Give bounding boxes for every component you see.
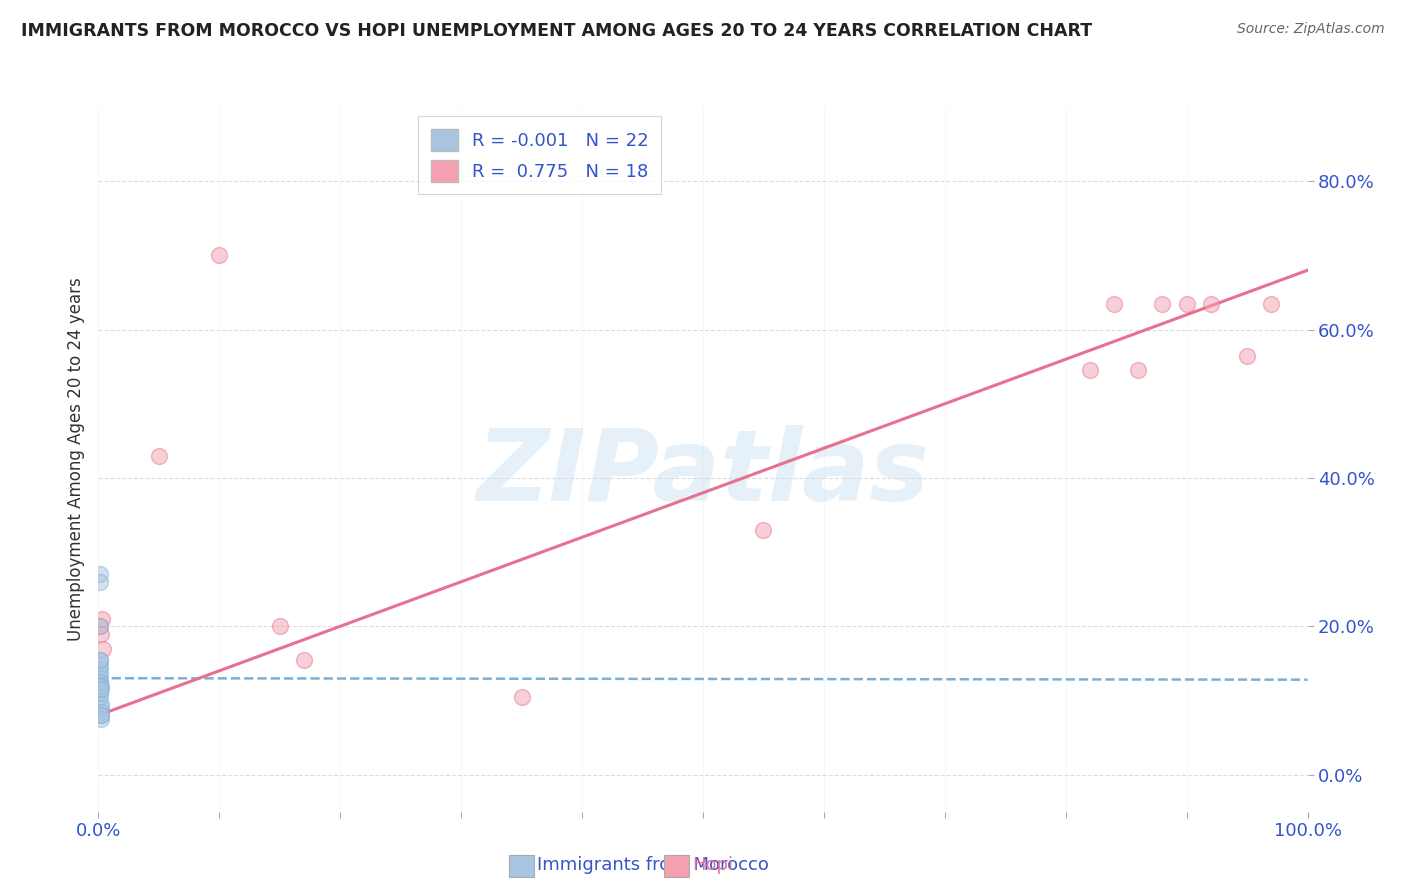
Point xyxy=(292,653,315,667)
Point xyxy=(89,682,111,697)
Point xyxy=(89,574,111,589)
Point xyxy=(90,708,112,723)
Point xyxy=(89,653,111,667)
Text: IMMIGRANTS FROM MOROCCO VS HOPI UNEMPLOYMENT AMONG AGES 20 TO 24 YEARS CORRELATI: IMMIGRANTS FROM MOROCCO VS HOPI UNEMPLOY… xyxy=(21,22,1092,40)
Point xyxy=(752,523,775,537)
Point xyxy=(1260,296,1282,310)
Point xyxy=(89,690,111,704)
Point xyxy=(90,626,112,640)
Point xyxy=(1102,296,1125,310)
Legend: R = -0.001   N = 22, R =  0.775   N = 18: R = -0.001 N = 22, R = 0.775 N = 18 xyxy=(418,116,661,194)
Text: ZIPatlas: ZIPatlas xyxy=(477,425,929,522)
Point xyxy=(89,662,111,676)
Text: Immigrants from Morocco: Immigrants from Morocco xyxy=(537,856,769,874)
Point xyxy=(91,641,114,656)
Point xyxy=(148,449,170,463)
Point xyxy=(90,712,112,726)
Point xyxy=(269,619,291,633)
Point xyxy=(90,697,112,711)
Text: Source: ZipAtlas.com: Source: ZipAtlas.com xyxy=(1237,22,1385,37)
Point xyxy=(89,653,111,667)
Point xyxy=(90,708,112,723)
Point xyxy=(89,567,111,582)
Point xyxy=(90,701,112,715)
Point xyxy=(1078,363,1101,377)
Point xyxy=(89,686,111,700)
Point xyxy=(1152,296,1174,310)
Point xyxy=(89,674,111,689)
Point xyxy=(1199,296,1222,310)
Point xyxy=(208,248,231,262)
Point xyxy=(90,682,112,697)
Point xyxy=(89,671,111,685)
Point xyxy=(1175,296,1198,310)
Y-axis label: Unemployment Among Ages 20 to 24 years: Unemployment Among Ages 20 to 24 years xyxy=(66,277,84,641)
Text: Hopi: Hopi xyxy=(692,856,733,874)
Point xyxy=(89,666,111,681)
Point xyxy=(89,619,111,633)
Point xyxy=(89,657,111,672)
Point xyxy=(1236,349,1258,363)
Point xyxy=(510,690,533,704)
Point xyxy=(1128,363,1150,377)
Point xyxy=(89,679,111,693)
Point xyxy=(90,705,112,719)
Point xyxy=(89,619,111,633)
Point xyxy=(91,612,114,626)
Point xyxy=(90,679,112,693)
